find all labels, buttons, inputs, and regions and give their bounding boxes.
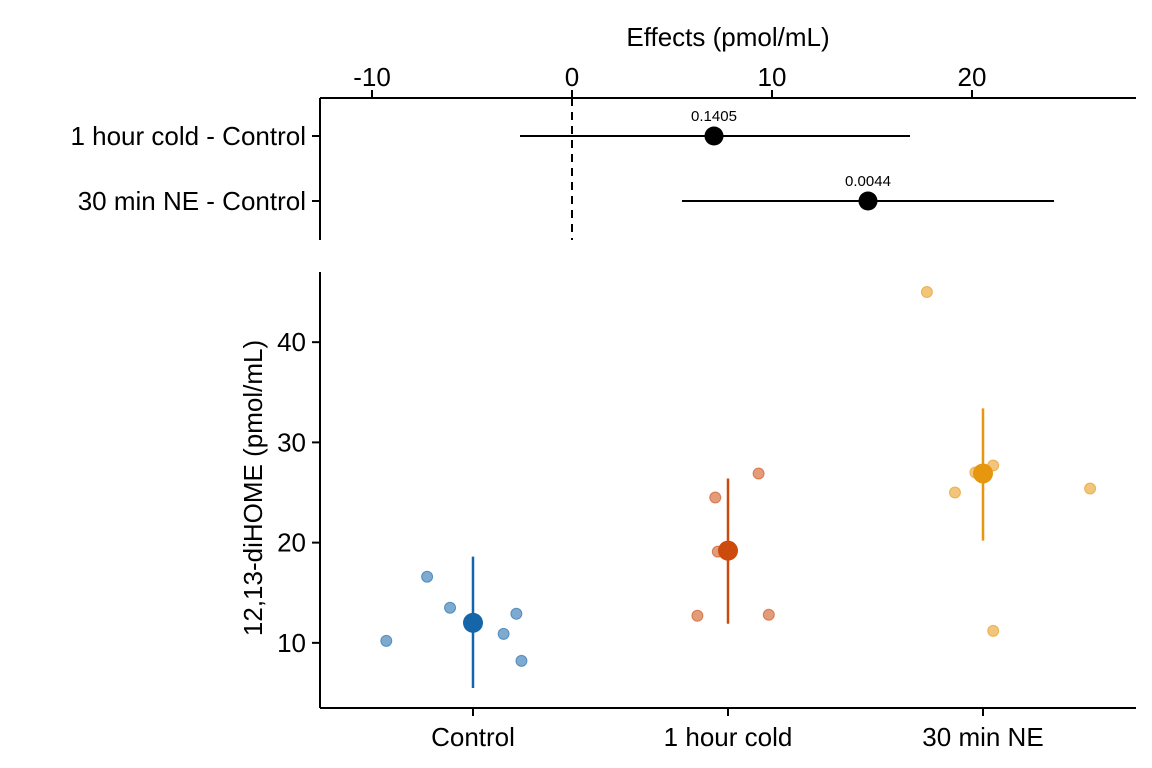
groups-x-tick-label: 1 hour cold	[664, 722, 793, 752]
raw-data-point	[987, 624, 1000, 637]
raw-data-point	[1084, 482, 1097, 495]
group-mean-point	[718, 540, 738, 561]
groups-y-axis-title: 12,13-diHOME (pmol/mL)	[238, 340, 268, 636]
effects-x-tick-label: 10	[758, 62, 787, 92]
effect-estimate-point	[704, 126, 724, 146]
groups-y-tick-label: 30	[277, 427, 306, 457]
raw-data-point	[752, 467, 765, 480]
raw-data-point	[762, 608, 775, 621]
effects-x-tick-label: 0	[565, 62, 579, 92]
raw-data-point	[691, 609, 704, 622]
effects-x-tick-label: -10	[353, 62, 391, 92]
effects-row-label: 1 hour cold - Control	[70, 121, 306, 151]
groups-x-tick-label: 30 min NE	[922, 722, 1043, 752]
groups-x-tick-label: Control	[431, 722, 515, 752]
effect-p-value: 0.0044	[845, 173, 891, 190]
raw-data-point	[380, 634, 393, 647]
groups-y-tick-label: 40	[277, 327, 306, 357]
groups-y-tick-label: 20	[277, 528, 306, 558]
raw-data-point	[497, 627, 510, 640]
raw-data-point	[515, 654, 528, 667]
effects-panel: Effects (pmol/mL) -10 0 10 20 1 hour cold -…	[70, 22, 1136, 240]
raw-data-point	[421, 570, 434, 583]
raw-data-point	[510, 607, 523, 620]
group-mean-point	[463, 612, 483, 633]
effects-x-tick-label: 20	[958, 62, 987, 92]
effect-p-value: 0.1405	[691, 108, 737, 125]
raw-data-point	[444, 601, 457, 614]
raw-data-point	[920, 286, 933, 299]
effect-estimate-point	[858, 191, 878, 211]
raw-data-point	[709, 491, 722, 504]
effects-row-label: 30 min NE - Control	[78, 186, 306, 216]
effects-axis-title: Effects (pmol/mL)	[626, 22, 829, 52]
group-mean-point	[973, 463, 993, 484]
raw-data-point	[948, 486, 961, 499]
groups-panel: 10 20 30 40 Control 1 hour cold 30 min NE 12,…	[238, 272, 1136, 752]
groups-y-tick-label: 10	[277, 628, 306, 658]
